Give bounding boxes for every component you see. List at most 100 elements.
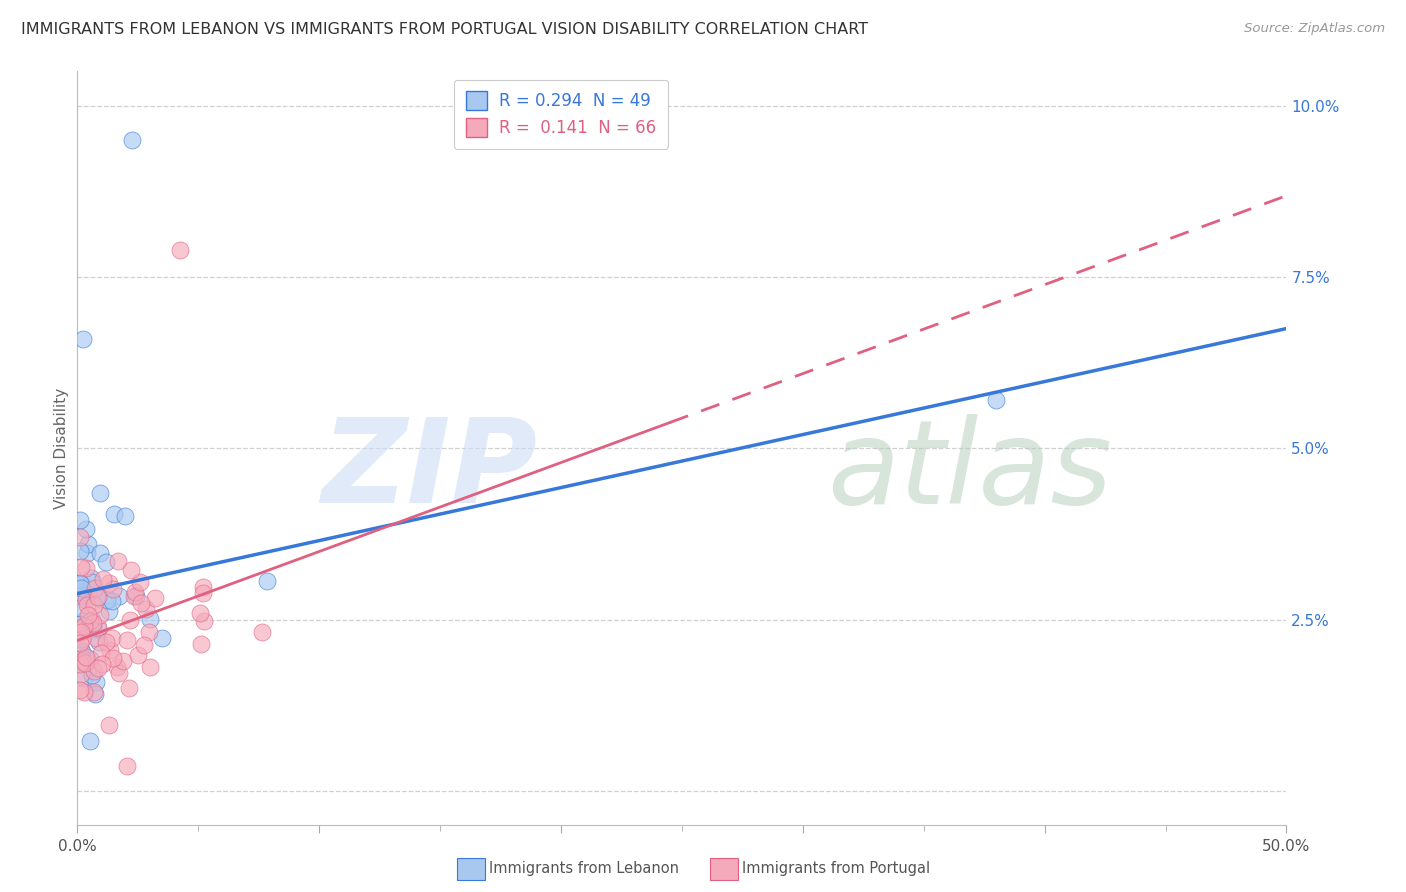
Point bbox=[73, 619, 96, 633]
Point bbox=[69, 657, 91, 672]
Point bbox=[89, 635, 111, 649]
Point bbox=[108, 665, 131, 680]
Point bbox=[72, 684, 94, 698]
Point bbox=[135, 601, 157, 615]
Point bbox=[76, 587, 98, 601]
Point bbox=[96, 593, 118, 607]
Point bbox=[72, 614, 94, 628]
Point bbox=[70, 625, 93, 640]
Point bbox=[132, 639, 155, 653]
Point bbox=[124, 584, 146, 599]
Point bbox=[70, 650, 93, 665]
Point bbox=[107, 589, 129, 603]
Point bbox=[103, 651, 125, 665]
Point bbox=[98, 643, 121, 657]
Point bbox=[101, 593, 124, 607]
Point bbox=[96, 635, 118, 649]
Point bbox=[193, 580, 215, 594]
Point bbox=[83, 664, 105, 678]
Point bbox=[70, 667, 93, 681]
Point bbox=[129, 575, 152, 590]
Point bbox=[188, 607, 211, 621]
Point bbox=[69, 617, 91, 632]
Point bbox=[69, 576, 91, 591]
Point bbox=[87, 622, 110, 636]
Point bbox=[114, 509, 136, 524]
Point bbox=[107, 554, 129, 568]
Point bbox=[139, 612, 162, 626]
Point bbox=[69, 577, 91, 591]
Point bbox=[122, 589, 145, 603]
Text: atlas: atlas bbox=[827, 414, 1112, 528]
Point bbox=[115, 759, 138, 773]
Point bbox=[80, 571, 103, 585]
Text: Source: ZipAtlas.com: Source: ZipAtlas.com bbox=[1244, 22, 1385, 36]
Point bbox=[70, 620, 93, 634]
Point bbox=[75, 593, 97, 607]
Point bbox=[70, 581, 93, 595]
Point bbox=[190, 637, 212, 651]
Point bbox=[169, 243, 191, 257]
Point bbox=[98, 718, 121, 732]
Point bbox=[138, 624, 160, 639]
Point bbox=[73, 589, 96, 603]
Point bbox=[124, 589, 146, 603]
Point bbox=[82, 668, 104, 682]
Point bbox=[69, 513, 91, 527]
Point bbox=[69, 643, 91, 657]
Point bbox=[69, 543, 91, 558]
Point bbox=[256, 574, 278, 588]
Point bbox=[70, 632, 93, 647]
Point bbox=[89, 546, 111, 560]
Point bbox=[76, 546, 98, 560]
Point bbox=[76, 598, 98, 612]
Text: Immigrants from Lebanon: Immigrants from Lebanon bbox=[489, 862, 679, 876]
Point bbox=[150, 632, 173, 646]
Text: ZIP: ZIP bbox=[321, 413, 537, 528]
Text: Immigrants from Portugal: Immigrants from Portugal bbox=[742, 862, 931, 876]
Point bbox=[79, 734, 101, 748]
Point bbox=[98, 575, 121, 590]
Point bbox=[69, 636, 91, 650]
Point bbox=[82, 575, 104, 590]
Point bbox=[69, 530, 91, 544]
Point bbox=[69, 601, 91, 615]
Point bbox=[120, 563, 142, 577]
Point bbox=[79, 614, 101, 628]
Point bbox=[103, 507, 125, 521]
Point bbox=[76, 536, 98, 550]
Point bbox=[118, 681, 141, 695]
Point bbox=[87, 661, 110, 675]
Point bbox=[69, 576, 91, 591]
Point bbox=[87, 591, 110, 605]
Point bbox=[129, 596, 152, 610]
Point bbox=[89, 486, 111, 500]
Y-axis label: Vision Disability: Vision Disability bbox=[53, 388, 69, 508]
Point bbox=[80, 613, 103, 627]
Point bbox=[91, 657, 114, 672]
Point bbox=[69, 655, 91, 669]
Point bbox=[121, 133, 143, 147]
Point bbox=[118, 613, 141, 627]
Point bbox=[84, 687, 107, 701]
Point bbox=[75, 560, 97, 574]
Point bbox=[77, 617, 100, 632]
Point bbox=[86, 590, 108, 604]
Point bbox=[84, 632, 107, 646]
Point bbox=[112, 654, 135, 668]
Point bbox=[83, 581, 105, 595]
Point bbox=[138, 660, 160, 674]
Text: IMMIGRANTS FROM LEBANON VS IMMIGRANTS FROM PORTUGAL VISION DISABILITY CORRELATIO: IMMIGRANTS FROM LEBANON VS IMMIGRANTS FR… bbox=[21, 22, 869, 37]
Point bbox=[115, 633, 138, 648]
Point bbox=[75, 650, 97, 665]
Point bbox=[143, 591, 166, 605]
Legend: R = 0.294  N = 49, R =  0.141  N = 66: R = 0.294 N = 49, R = 0.141 N = 66 bbox=[454, 79, 668, 149]
Point bbox=[89, 608, 111, 623]
Point bbox=[83, 598, 105, 612]
Point bbox=[73, 656, 96, 670]
Point bbox=[191, 586, 214, 600]
Point bbox=[193, 615, 215, 629]
Point bbox=[94, 555, 117, 569]
Point bbox=[75, 522, 97, 536]
Point bbox=[105, 660, 128, 674]
